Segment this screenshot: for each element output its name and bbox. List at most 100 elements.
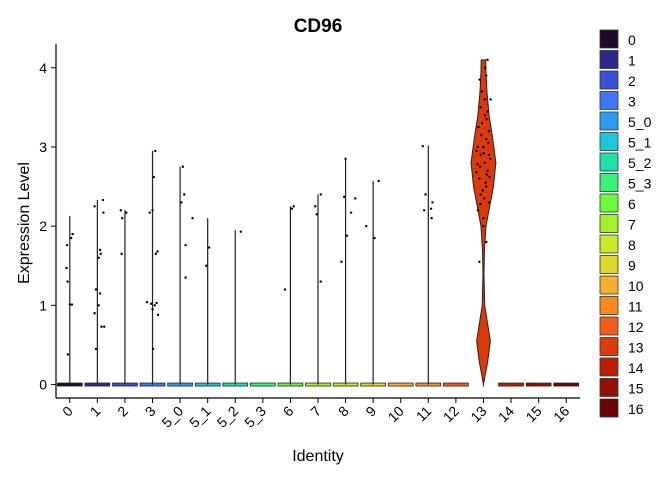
data-point <box>489 98 492 101</box>
legend-swatch-11 <box>599 296 619 315</box>
legend-swatch-14 <box>599 357 619 377</box>
data-point <box>145 300 149 304</box>
data-point <box>98 292 102 295</box>
x-tick-label: 5_2 <box>214 403 242 431</box>
data-point <box>319 280 322 283</box>
data-point <box>100 325 103 328</box>
data-point <box>485 185 488 188</box>
data-point <box>66 353 70 356</box>
data-point <box>476 163 479 166</box>
legend-label-2: 2 <box>628 73 636 89</box>
data-point <box>365 224 368 228</box>
data-point <box>151 347 155 351</box>
y-tick-label: 0 <box>39 377 47 393</box>
data-point <box>68 303 71 306</box>
data-point <box>487 141 490 145</box>
data-point <box>120 252 123 256</box>
data-point <box>431 201 434 204</box>
legend-label-9: 9 <box>628 258 636 274</box>
data-point <box>478 177 481 180</box>
data-point <box>283 288 287 291</box>
data-point <box>483 98 487 101</box>
data-point <box>125 211 128 214</box>
violin-5_3 <box>250 382 276 387</box>
legend-label-0: 0 <box>628 32 636 48</box>
legend-swatch-8 <box>599 234 619 254</box>
data-point <box>483 66 487 69</box>
data-point <box>344 157 347 161</box>
legend-swatch-12 <box>599 316 619 336</box>
violin-14 <box>498 382 524 387</box>
legend-label-7: 7 <box>628 217 636 233</box>
data-point <box>479 193 482 196</box>
data-point <box>478 165 482 168</box>
x-tick-label: 5_0 <box>158 403 186 431</box>
data-point <box>486 169 489 172</box>
legend-swatch-5_3 <box>599 173 619 192</box>
data-point <box>478 78 481 81</box>
data-point <box>191 217 194 220</box>
x-tick-label: 15 <box>522 403 544 425</box>
data-point <box>151 209 154 212</box>
legend-label-12: 12 <box>628 319 644 335</box>
legend-swatch-1 <box>599 50 619 69</box>
data-point <box>102 211 105 214</box>
data-point <box>486 58 489 62</box>
data-point <box>93 312 96 315</box>
data-point <box>484 181 487 184</box>
legend-swatch-5_0 <box>599 111 619 131</box>
y-tick-label: 4 <box>39 60 47 76</box>
data-point <box>94 288 98 291</box>
legend-label-16: 16 <box>628 401 644 417</box>
data-point <box>98 248 102 252</box>
x-tick-label: 9 <box>362 403 379 420</box>
x-tick-label: 5_3 <box>241 403 269 431</box>
data-point <box>430 217 433 220</box>
data-point <box>290 207 293 210</box>
data-point <box>477 125 480 129</box>
data-point <box>154 252 158 256</box>
violin-10 <box>387 382 414 387</box>
data-point <box>481 189 484 192</box>
data-point <box>485 74 488 77</box>
legend-swatch-6 <box>599 193 619 213</box>
x-axis: 0 1 2 3 5_0 5_1 5_2 5_3 6 7 8 9 10 11 12 13 14 15 16 <box>56 397 580 431</box>
data-point <box>152 175 156 179</box>
data-point <box>486 110 489 113</box>
data-point <box>480 121 484 125</box>
legend-label-5_0: 5_0 <box>628 114 652 130</box>
legend-label-8: 8 <box>628 237 636 253</box>
data-point <box>476 209 480 212</box>
x-tick-label: 2 <box>114 403 131 420</box>
violin-13 <box>470 59 497 387</box>
data-point <box>103 325 106 328</box>
data-point <box>99 252 102 256</box>
legend-label-5_3: 5_3 <box>628 176 652 192</box>
data-point <box>184 243 187 247</box>
data-point <box>488 175 491 179</box>
data-point <box>475 149 478 153</box>
data-point <box>148 211 151 214</box>
data-point <box>479 106 482 109</box>
data-point <box>487 129 491 133</box>
data-point <box>487 201 491 204</box>
data-point <box>315 213 318 216</box>
data-point <box>66 280 69 283</box>
data-point <box>424 193 427 196</box>
data-point <box>482 145 485 149</box>
data-point <box>155 301 158 305</box>
x-tick-label: 3 <box>142 403 159 420</box>
data-point <box>314 205 317 208</box>
data-point <box>485 118 488 121</box>
data-point <box>180 201 183 204</box>
x-tick-label: 14 <box>495 403 517 425</box>
data-point <box>65 243 69 247</box>
data-point <box>478 260 481 263</box>
x-tick-label: 8 <box>335 403 352 420</box>
legend-swatch-2 <box>599 70 619 90</box>
legend-swatch-16 <box>599 398 619 418</box>
x-tick-label: 16 <box>550 403 572 425</box>
data-point <box>154 149 157 153</box>
